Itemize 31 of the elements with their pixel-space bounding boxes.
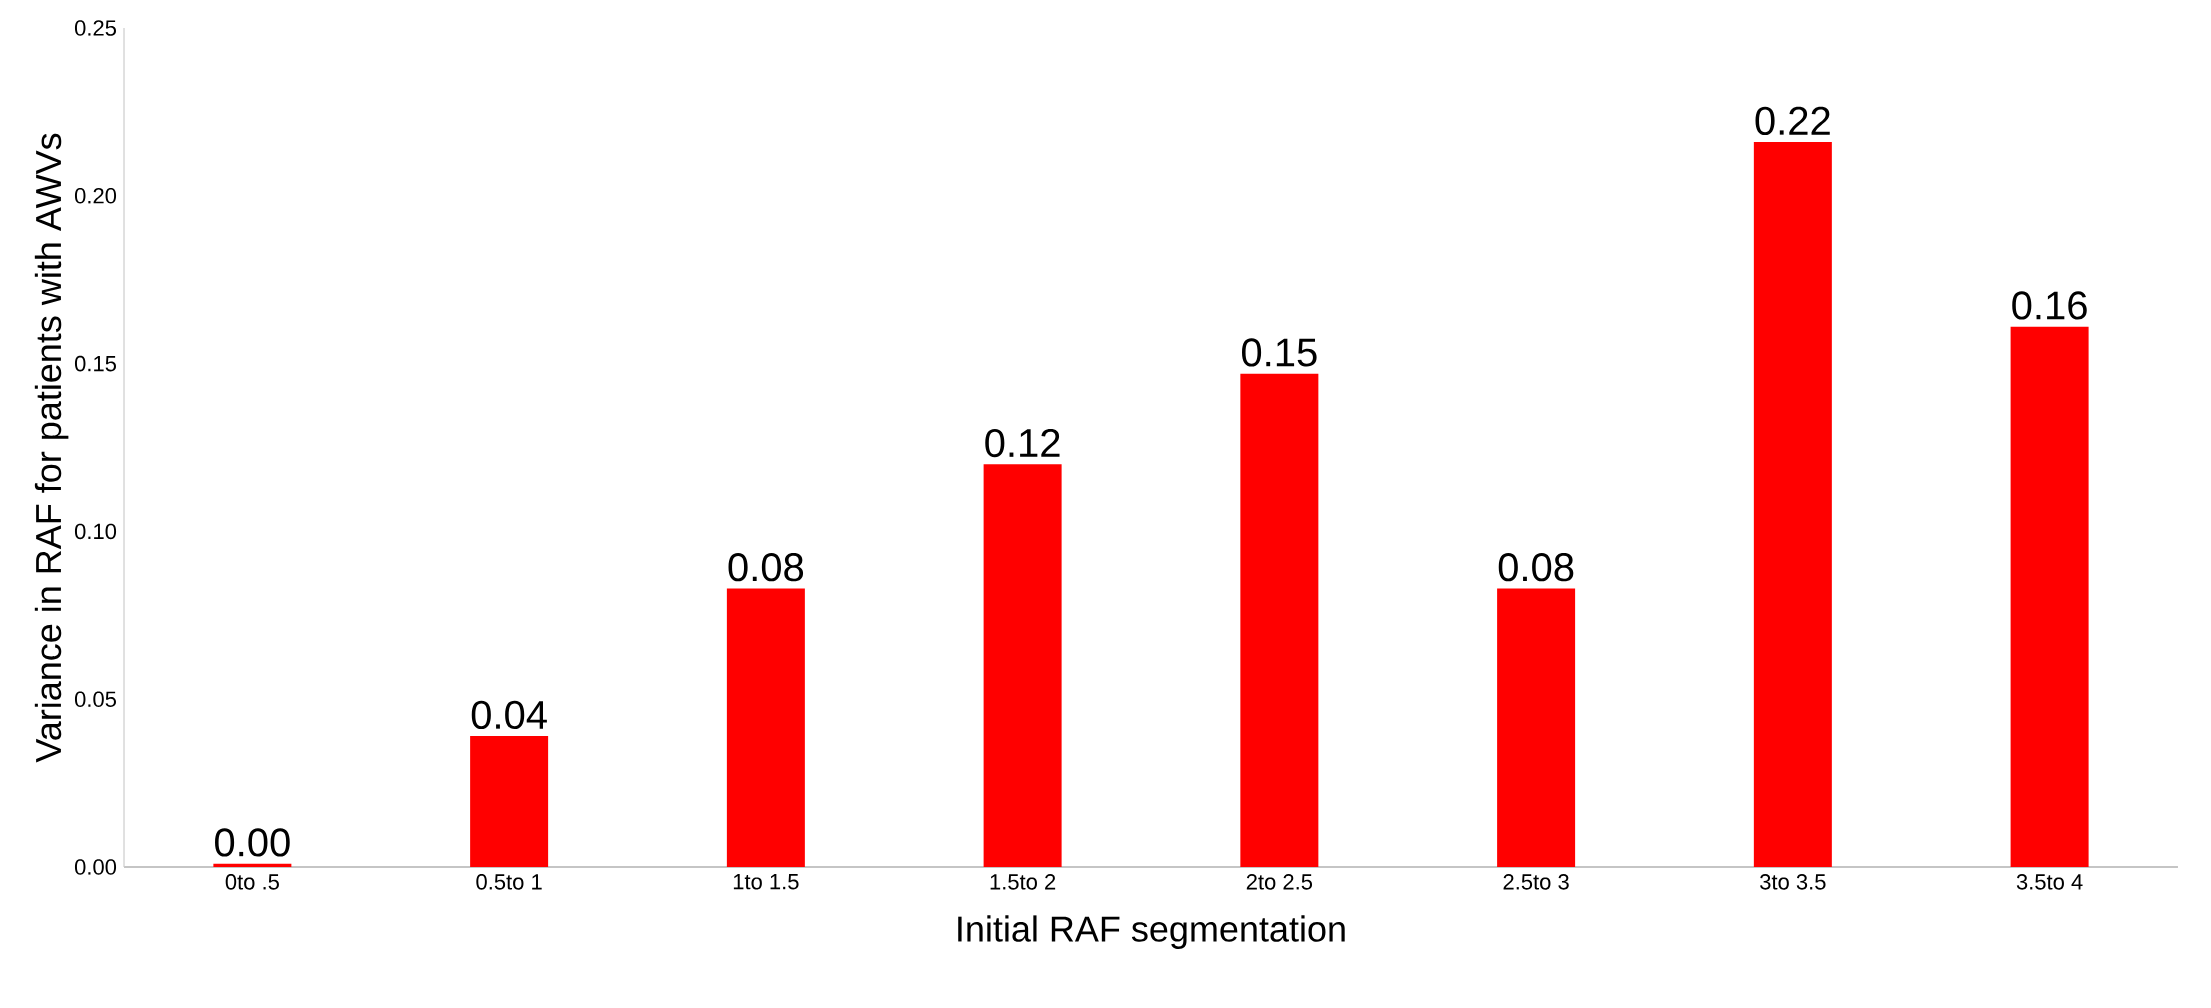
x-axis-title: Initial RAF segmentation (958, 915, 1345, 949)
data-label: 0.16 (2012, 291, 2087, 320)
text: 0.20 (74, 188, 117, 204)
data-label: 0.12 (985, 428, 1060, 458)
data-label: 0.22 (1755, 106, 1830, 136)
bar (470, 736, 549, 867)
data-label: 0.04 (471, 700, 547, 730)
data-label: 0.15 (1242, 338, 1317, 367)
bar (1497, 588, 1576, 867)
text: 0.25 (74, 20, 116, 36)
x-tick-label: 2.5to 3 (1503, 874, 1569, 890)
x-tick-label: 2to 2.5 (1246, 874, 1313, 890)
x-tick-label: 1.5to 2 (990, 874, 1056, 890)
bar (726, 588, 805, 867)
bar (983, 464, 1062, 867)
text: 0.05 (74, 691, 116, 707)
text: 0.00 (74, 859, 117, 875)
y-axis-title: Variance in RAF for patients with AWVs (34, 133, 69, 763)
x-tick-label: 1to 1.5 (733, 874, 799, 890)
x-tick-label: 0to .5 (225, 874, 279, 890)
text: 0.15 (74, 355, 116, 372)
x-tick-label: 0.5to 1 (476, 874, 542, 890)
bar (2010, 326, 2089, 867)
bar (1753, 142, 1832, 867)
x-tick-label: 3to 3.5 (1760, 874, 1826, 890)
data-label: 0.08 (1498, 553, 1574, 582)
x-tick-label: 3.5to 4 (2016, 874, 2083, 890)
data-label: 0.08 (728, 553, 804, 582)
text: 0.10 (74, 523, 117, 540)
data-label: 0.00 (215, 828, 290, 857)
bar (1240, 373, 1319, 867)
